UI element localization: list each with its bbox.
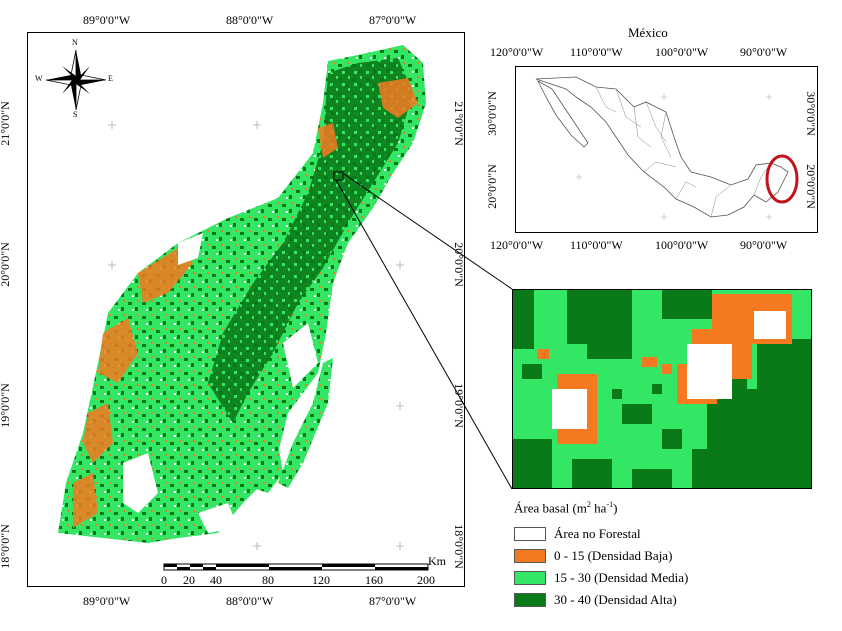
inset-bottom-lon-label: 90°0'0"W [740, 238, 788, 252]
inset-left-lat-label: 20°0'0"N [484, 164, 499, 209]
scale-tick-label: 200 [417, 573, 435, 587]
compass-s-label: S [73, 110, 78, 119]
inset-left-lat-label: 30°0'0"N [484, 91, 499, 136]
legend-label: Área no Forestal [554, 526, 641, 541]
scale-tick-label: 40 [210, 573, 222, 587]
legend-swatch [514, 593, 546, 607]
forest-density-map [58, 45, 426, 550]
inset-bottom-lon-label: 100°0'0"W [655, 238, 709, 252]
inset-map-title: México [628, 25, 668, 40]
scale-tick-label: 160 [365, 573, 383, 587]
legend-swatch [514, 571, 546, 585]
study-area-highlight [765, 154, 799, 204]
inset-top-lon-label: 100°0'0"W [655, 45, 709, 59]
main-top-lon-label: 88°0'0"W [226, 13, 274, 27]
main-bottom-lon-label: 89°0'0"W [83, 594, 131, 608]
scale-tick-label: 20 [183, 573, 195, 587]
legend-label: 0 - 15 (Densidad Baja) [554, 548, 673, 563]
legend-title: Área basal (m2 ha-1) [514, 500, 617, 516]
scale-tick-label: 120 [312, 573, 330, 587]
compass-n-label: N [72, 38, 78, 47]
legend-swatch [514, 527, 546, 541]
mexico-outline-map [535, 76, 799, 220]
legend-label: 30 - 40 (Densidad Alta) [554, 592, 677, 607]
legend-title-sup1: 2 [586, 500, 591, 509]
inset-bottom-lon-label: 120°0'0"W [490, 238, 544, 252]
main-bottom-lon-label: 87°0'0"W [369, 594, 417, 608]
inset-top-lon-label: 120°0'0"W [490, 45, 544, 59]
legend-title-middle: ha [590, 500, 607, 516]
scale-tick-label: 0 [161, 573, 167, 587]
scale-unit-label: Km [428, 554, 446, 568]
main-bottom-lon-label: 88°0'0"W [226, 594, 274, 608]
legend-swatch [514, 549, 546, 563]
legend-title-sup2: -1 [606, 500, 614, 509]
scale-bar [163, 563, 429, 571]
legend-label: 15 - 30 (Densidad Media) [554, 570, 689, 585]
compass-w-label: W [35, 74, 43, 83]
inset-bottom-lon-label: 110°0'0"W [570, 238, 623, 252]
compass-e-label: E [108, 74, 113, 83]
main-top-lon-label: 87°0'0"W [369, 13, 417, 27]
legend-title-suffix: ) [613, 500, 618, 516]
legend-item: Área no Forestal [514, 526, 641, 542]
mexico-country-outline [535, 76, 789, 218]
main-top-lon-label: 89°0'0"W [83, 13, 131, 27]
compass-rose-icon [45, 49, 107, 111]
legend-item: 0 - 15 (Densidad Baja) [514, 548, 672, 564]
legend-item: 30 - 40 (Densidad Alta) [514, 592, 677, 608]
zoomed-pixel-inset [512, 289, 812, 489]
legend-title-prefix: Área basal (m [514, 500, 587, 516]
legend-item: 15 - 30 (Densidad Media) [514, 570, 688, 586]
scale-tick-label: 80 [262, 573, 274, 587]
inset-top-lon-label: 90°0'0"W [740, 45, 788, 59]
inset-top-lon-label: 110°0'0"W [570, 45, 623, 59]
